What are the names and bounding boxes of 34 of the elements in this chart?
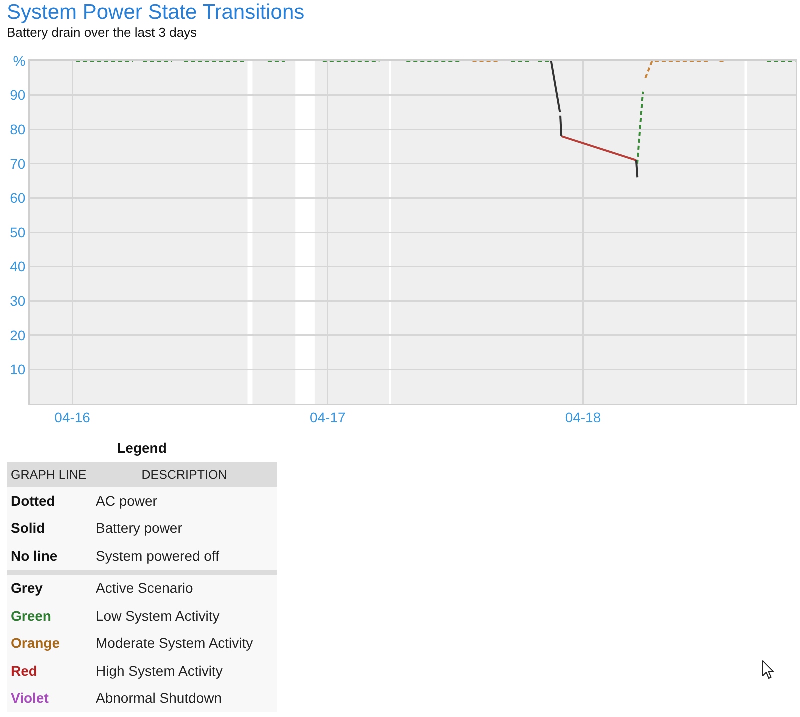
text: Orange: [10, 634, 62, 654]
text: Violet: [10, 689, 50, 708]
chart-subtitle: Battery drain over the last 3 days: [7, 25, 198, 41]
y-tick-label: 50: [10, 224, 26, 240]
text: No line: [10, 546, 59, 566]
y-tick-label: 10: [10, 362, 26, 378]
text: AC power: [95, 492, 158, 511]
y-tick-label: 60: [10, 190, 26, 206]
text: DESCRIPTION: [92, 462, 277, 487]
text: Moderate System Activity: [95, 634, 254, 654]
y-tick-label: 70: [10, 156, 26, 172]
text: Legend: [116, 439, 168, 458]
y-tick-label: %: [13, 52, 26, 69]
text: Grey: [10, 579, 44, 598]
text: Solid: [10, 519, 46, 538]
text: System powered off: [95, 546, 220, 566]
y-tick-label: 20: [10, 327, 26, 344]
text: GRAPH LINE: [7, 462, 92, 487]
y-tick-label: 80: [10, 122, 26, 138]
text: Green: [10, 606, 52, 626]
text: Active Scenario: [95, 579, 194, 598]
text: Dotted: [10, 492, 56, 511]
y-tick-label: 30: [10, 293, 26, 309]
x-tick-label: 04-18: [565, 409, 602, 426]
y-tick-label: 40: [10, 258, 26, 275]
text: Battery power: [95, 519, 184, 538]
text: Low System Activity: [95, 606, 221, 626]
x-tick-label: 04-16: [54, 409, 91, 426]
x-tick-label: 04-17: [310, 409, 346, 426]
text: High System Activity: [95, 662, 224, 681]
text: Abnormal Shutdown: [95, 689, 224, 708]
chart-title: System Power State Transitions: [7, 0, 305, 25]
text: Red: [10, 662, 38, 681]
y-tick-label: 90: [10, 87, 26, 104]
